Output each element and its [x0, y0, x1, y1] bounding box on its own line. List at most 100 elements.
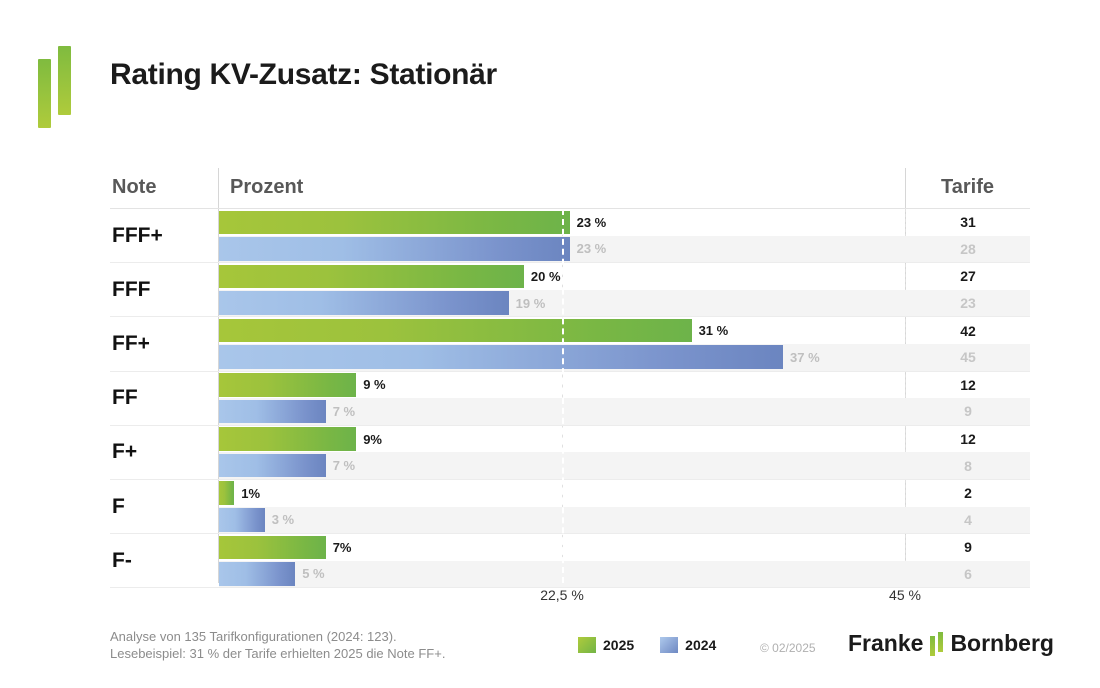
- bar-2024[interactable]: [219, 291, 509, 315]
- bar-track-2024: 7 %: [219, 398, 905, 425]
- bar-2025[interactable]: [219, 373, 357, 397]
- bar-2024[interactable]: [219, 562, 296, 586]
- footnote-text: Analyse von 135 Tarifkonfigurationen (20…: [110, 629, 446, 661]
- bar-value-label-2024: 5 %: [302, 566, 325, 582]
- tarife-count-2025: 12: [960, 431, 976, 448]
- legend-label-2025: 2025: [603, 637, 635, 653]
- bar-value-label-2025: 20 %: [530, 268, 561, 284]
- note-label: F-: [112, 548, 132, 572]
- bar-value-label-2025: 9 %: [363, 377, 386, 393]
- row-band-2024: [219, 560, 1030, 588]
- bar-value-label-2024: 7 %: [332, 458, 356, 474]
- page-header: Rating KV-Zusatz: Stationär: [0, 0, 1100, 150]
- tarife-count-2025: 12: [960, 376, 976, 393]
- bar-value-label-2024: 19 %: [515, 295, 546, 311]
- note-label: FF: [112, 386, 138, 410]
- bar-value-label-2025: 7%: [332, 539, 352, 555]
- bar-2025[interactable]: [219, 535, 326, 560]
- legend-swatch-2024: [660, 637, 679, 653]
- bar-2024[interactable]: [219, 399, 326, 424]
- column-header-note: Note: [112, 176, 157, 198]
- brand-name-right: Bornberg: [950, 630, 1054, 656]
- bar-value-label-2024: 3 %: [271, 512, 295, 528]
- table-row: F- 7% 9 5 % 6: [110, 534, 1030, 589]
- tarife-count-2025: 42: [960, 322, 976, 339]
- gridline-22-5-overlay: [562, 209, 564, 583]
- table-row: FFF 20 % 27 19 % 23: [110, 263, 1030, 318]
- page-title: Rating KV-Zusatz: Stationär: [110, 58, 497, 91]
- tarife-count-2025: 31: [960, 214, 976, 231]
- bar-value-label-2025: 9%: [363, 431, 382, 447]
- bar-track-2025: 20 %: [219, 263, 905, 290]
- gridline-45: [905, 209, 906, 583]
- bar-track-2024: 37 %: [219, 344, 905, 371]
- table-row: FF+ 31 % 42 37 % 45: [110, 317, 1030, 372]
- bar-2024[interactable]: [219, 508, 265, 532]
- table-row: FF 9 % 12 7 % 9: [110, 372, 1030, 426]
- bar-2024[interactable]: [219, 453, 326, 478]
- bar-2025[interactable]: [219, 264, 524, 289]
- row-band-2024: [219, 506, 1030, 534]
- legend-label-2024: 2024: [685, 637, 717, 653]
- bar-track-2025: 9 %: [219, 372, 905, 399]
- bar-value-label-2024: 7 %: [332, 403, 356, 419]
- note-label: F+: [112, 440, 138, 464]
- bar-2025[interactable]: [219, 210, 570, 234]
- bar-value-label-2025: 31 %: [698, 323, 729, 339]
- brand-name-left: Franke: [848, 630, 924, 656]
- logo-bar-left: [38, 59, 51, 128]
- table-row: FFF+ 23 % 31 23 % 28: [110, 209, 1030, 264]
- bar-track-2025: 1%: [219, 480, 905, 507]
- legend-item-2024[interactable]: 2024: [660, 637, 716, 653]
- copyright-text: © 02/2025: [760, 641, 816, 655]
- note-label: FFF: [112, 277, 151, 301]
- bar-track-2025: 23 %: [219, 209, 905, 236]
- tarife-count-2024: 8: [964, 457, 972, 474]
- bar-track-2025: 7%: [219, 534, 905, 561]
- header-underline: [110, 208, 1030, 209]
- bar-track-2025: 9%: [219, 426, 905, 453]
- bar-track-2024: 19 %: [219, 290, 905, 317]
- column-header-prozent: Prozent: [230, 176, 304, 198]
- bar-track-2025: 31 %: [219, 317, 905, 344]
- bar-2024[interactable]: [219, 345, 784, 369]
- note-label: FFF+: [112, 223, 163, 247]
- tarife-count-2024: 23: [960, 295, 976, 312]
- bar-track-2024: 3 %: [219, 507, 905, 534]
- note-label: FF+: [112, 331, 150, 355]
- bar-value-label-2024: 23 %: [576, 241, 607, 257]
- tarife-count-2025: 2: [964, 485, 972, 502]
- bar-track-2024: 7 %: [219, 452, 905, 479]
- tarife-count-2024: 9: [964, 403, 972, 420]
- legend-item-2025[interactable]: 2025: [578, 637, 634, 653]
- bar-value-label-2025: 1%: [241, 485, 261, 501]
- logo-bar-right: [58, 46, 71, 115]
- brand-bars-icon: [930, 631, 944, 656]
- tarife-count-2024: 4: [964, 511, 972, 528]
- tarife-count-2025: 9: [964, 539, 972, 556]
- bar-track-2024: 5 %: [219, 561, 905, 588]
- tarife-count-2024: 28: [960, 240, 976, 257]
- row-band-2024: [219, 398, 1030, 425]
- bar-2024[interactable]: [219, 237, 570, 261]
- bar-value-label-2025: 23 %: [576, 214, 607, 230]
- bar-2025[interactable]: [219, 427, 357, 451]
- bar-value-label-2024: 37 %: [790, 349, 820, 365]
- franke-bornberg-bars-icon: [38, 46, 72, 128]
- bar-2025[interactable]: [219, 481, 235, 505]
- note-label: F: [112, 494, 125, 518]
- bar-track-2024: 23 %: [219, 236, 905, 263]
- tarife-count-2024: 6: [964, 566, 972, 583]
- bar-2025[interactable]: [219, 318, 692, 343]
- legend-swatch-2025: [578, 637, 596, 653]
- axis-tick-22-5: 22,5 %: [540, 587, 584, 603]
- brand-logo: Franke Bornberg: [848, 630, 1054, 657]
- note-column-divider: [218, 168, 219, 583]
- chart-rows: FFF+ 23 % 31 23 % 28 FFF 20 % 27 19 % 23 FF+ 31 % 42…: [110, 209, 1030, 589]
- row-band-2024: [219, 452, 1030, 479]
- column-header-tarife: Tarife: [941, 176, 994, 198]
- tarife-count-2024: 45: [960, 349, 976, 366]
- axis-tick-45: 45 %: [889, 587, 921, 603]
- tarife-count-2025: 27: [960, 268, 976, 285]
